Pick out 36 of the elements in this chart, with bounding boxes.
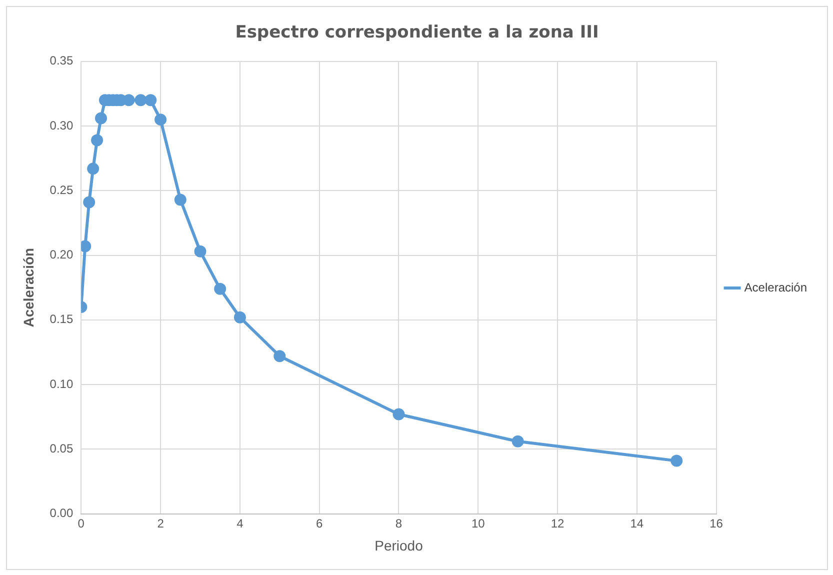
x-tick-label: 2 xyxy=(157,516,164,530)
point xyxy=(87,162,100,175)
point xyxy=(214,282,226,295)
y-tick-label: 0.10 xyxy=(50,376,74,391)
x-tick-label: 14 xyxy=(630,516,644,530)
legend-label: Aceleración xyxy=(744,280,807,294)
x-tick-label: 4 xyxy=(236,516,244,530)
chart-title: Espectro correspondiente a la zona III xyxy=(235,22,599,43)
point xyxy=(512,435,524,448)
y-tick-label: 0.05 xyxy=(50,441,74,456)
point xyxy=(144,94,157,106)
y-tick-label: 0.00 xyxy=(50,506,74,520)
y-tick-label: 0.25 xyxy=(50,182,74,197)
point xyxy=(174,194,186,206)
x-tick-label: 12 xyxy=(550,516,565,530)
point xyxy=(670,454,683,467)
y-tick-label: 0.15 xyxy=(50,312,74,326)
x-tick-label: 6 xyxy=(316,516,323,530)
x-tick-label: 10 xyxy=(471,516,486,530)
y-tick-label: 0.20 xyxy=(50,248,74,262)
point xyxy=(83,196,96,208)
point xyxy=(194,245,206,258)
x-tick-label: 8 xyxy=(395,516,402,530)
point xyxy=(154,114,167,126)
y-tick-label: 0.35 xyxy=(50,54,74,68)
point xyxy=(134,94,147,106)
point xyxy=(95,112,108,124)
y-axis-title: Aceleración xyxy=(20,248,36,328)
point xyxy=(392,408,405,420)
y-tick-label: 0.30 xyxy=(50,118,74,132)
point xyxy=(274,350,286,362)
x-tick-label: 16 xyxy=(710,516,724,530)
x-tick-label: 0 xyxy=(78,516,85,530)
point xyxy=(234,311,246,324)
x-axis-title: Periodo xyxy=(374,537,424,554)
point xyxy=(91,134,104,146)
